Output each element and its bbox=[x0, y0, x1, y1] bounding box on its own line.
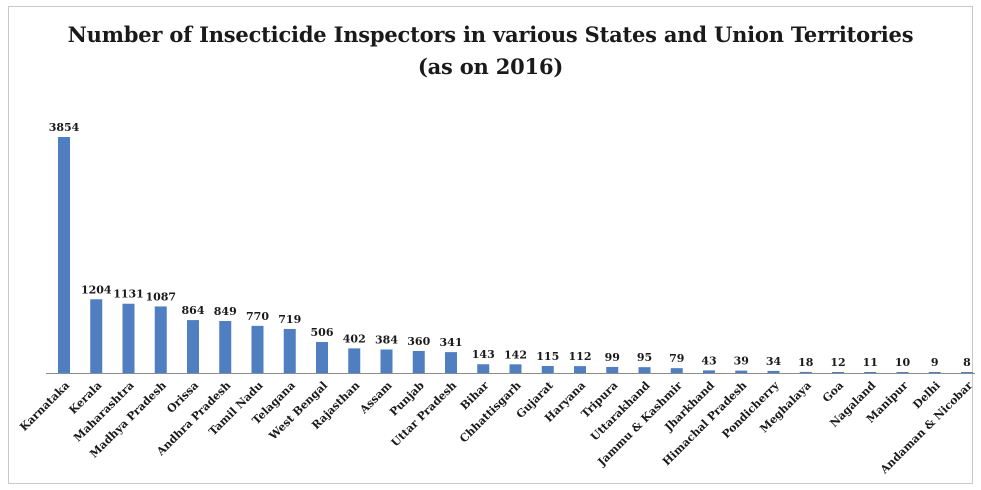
value-label-goa: 12 bbox=[830, 356, 845, 369]
value-label-uttarakhand: 95 bbox=[637, 351, 652, 364]
value-label-west-bengal: 506 bbox=[311, 326, 334, 339]
chart-title: Number of Insecticide Inspectors in vari… bbox=[67, 22, 914, 47]
chart-frame bbox=[8, 6, 973, 484]
value-label-gujarat: 115 bbox=[536, 350, 559, 363]
bar-bihar bbox=[477, 364, 490, 373]
value-label-andhra-pradesh: 849 bbox=[214, 305, 237, 318]
category-label-karnataka: Karnataka bbox=[17, 379, 72, 434]
bar-gujarat bbox=[541, 365, 554, 373]
value-label-chhattisgarh: 142 bbox=[504, 348, 527, 361]
value-label-punjab: 360 bbox=[407, 335, 430, 348]
value-label-orissa: 864 bbox=[182, 304, 205, 317]
bar-tamil-nadu bbox=[251, 325, 264, 373]
bar-uttar-pradesh bbox=[445, 352, 457, 373]
value-labels-group: 3854 1204 1131 1087 864 849 770 719 506 402 384 360… bbox=[49, 121, 971, 369]
bar-meghalaya bbox=[799, 371, 812, 373]
bar-nagaland bbox=[864, 372, 877, 373]
bar-karnataka bbox=[58, 137, 70, 373]
value-label-karnataka: 3854 bbox=[49, 121, 80, 134]
bar-himachal-pradesh bbox=[735, 370, 748, 373]
bar-andhra-pradesh bbox=[219, 321, 232, 373]
bar-west-bengal bbox=[316, 342, 328, 373]
value-label-rajasthan: 402 bbox=[343, 332, 366, 345]
bar-rajasthan bbox=[348, 348, 361, 373]
bar-telagana bbox=[283, 328, 296, 373]
value-label-uttar-pradesh: 341 bbox=[440, 336, 463, 349]
bar-jharkhand bbox=[703, 370, 715, 373]
value-label-haryana: 112 bbox=[569, 350, 592, 363]
bars-group bbox=[58, 137, 973, 373]
bar-tripura bbox=[606, 366, 619, 373]
value-label-himachal-pradesh: 39 bbox=[734, 355, 749, 368]
bar-jammu-kashmir bbox=[670, 368, 683, 373]
chart-subtitle: (as on 2016) bbox=[417, 54, 564, 79]
bar-uttarakhand bbox=[638, 367, 651, 373]
value-label-telagana: 719 bbox=[278, 313, 301, 326]
value-label-andaman-nicobar: 8 bbox=[963, 356, 971, 369]
value-label-assam: 384 bbox=[375, 333, 398, 346]
value-label-tripura: 99 bbox=[605, 351, 620, 364]
value-label-jammu-kashmir: 79 bbox=[669, 352, 684, 365]
bar-andaman-nicobar bbox=[961, 372, 973, 373]
value-label-maharashtra: 1131 bbox=[113, 288, 144, 301]
bar-maharashtra bbox=[122, 303, 135, 373]
bar-orissa bbox=[187, 320, 199, 373]
bar-delhi bbox=[928, 372, 941, 373]
value-label-nagaland: 11 bbox=[863, 356, 878, 369]
value-label-kerala: 1204 bbox=[81, 283, 112, 296]
bar-haryana bbox=[574, 366, 586, 373]
bar-chhattisgarh bbox=[509, 364, 522, 373]
value-label-bihar: 143 bbox=[472, 348, 495, 361]
value-label-meghalaya: 18 bbox=[798, 356, 814, 369]
value-label-jharkhand: 43 bbox=[701, 354, 716, 367]
value-label-delhi: 9 bbox=[931, 356, 939, 369]
value-label-manipur: 10 bbox=[895, 356, 911, 369]
bar-manipur bbox=[896, 372, 909, 373]
bar-pondicherry bbox=[767, 370, 780, 373]
value-label-madhya-pradesh: 1087 bbox=[145, 290, 176, 303]
category-label-goa: Goa bbox=[820, 379, 846, 405]
bar-assam bbox=[380, 349, 393, 373]
bar-punjab bbox=[412, 350, 425, 373]
bar-kerala bbox=[90, 299, 103, 373]
bar-madhya-pradesh bbox=[154, 306, 167, 373]
bar-goa bbox=[832, 372, 844, 373]
value-label-tamil-nadu: 770 bbox=[246, 310, 269, 323]
value-label-pondicherry: 34 bbox=[766, 355, 782, 368]
